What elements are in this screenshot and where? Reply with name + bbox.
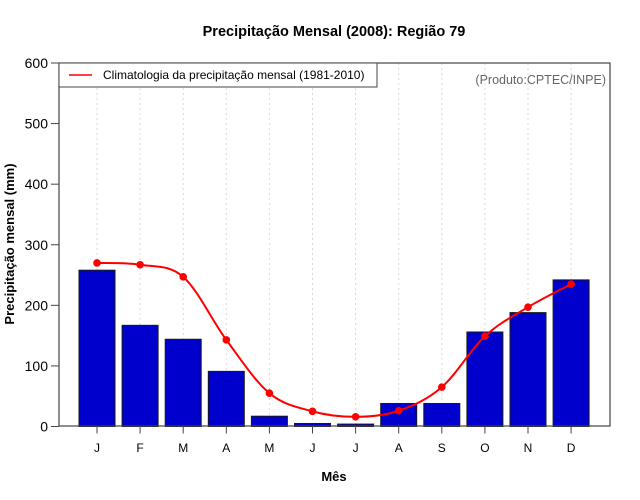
bar-8 (423, 402, 461, 427)
y-tick-label: 300 (25, 237, 49, 253)
x-tick-label: O (480, 441, 489, 455)
climatology-line (93, 259, 575, 421)
bar-9 (466, 331, 504, 427)
y-tick-label: 200 (25, 297, 49, 313)
climatology-point-8 (438, 383, 446, 391)
y-tick-label: 500 (25, 116, 49, 132)
legend-box (58, 62, 378, 88)
y-tick-label: 0 (40, 419, 48, 435)
x-tick-label: J (310, 441, 316, 455)
x-tick-label: A (222, 441, 230, 455)
bar-3 (207, 370, 245, 428)
climatology-point-10 (524, 303, 532, 311)
y-axis-label: Precipitação mensal (mm) (2, 163, 17, 324)
climatology-point-3 (222, 336, 231, 344)
climatology-point-5 (308, 407, 317, 416)
x-tick-label: S (438, 441, 446, 455)
bar-11 (552, 279, 590, 427)
bar-0 (78, 269, 116, 427)
bar-4 (250, 415, 288, 428)
climatology-point-6 (351, 413, 360, 421)
x-tick-label: D (567, 441, 576, 455)
climatology-point-9 (481, 332, 489, 341)
product-credit: (Produto:CPTEC/INPE) (475, 73, 606, 87)
climatology-point-11 (567, 280, 575, 288)
x-tick-label: F (136, 441, 143, 455)
climatology-point-4 (265, 389, 274, 397)
x-tick-label: A (395, 441, 403, 455)
climatology-point-1 (136, 260, 144, 269)
x-tick-label: J (353, 441, 359, 455)
y-tick-label: 400 (25, 176, 49, 192)
legend: Climatologia da precipitação mensal (198… (58, 62, 378, 88)
legend-entry-climatology: Climatologia da precipitação mensal (198… (103, 68, 364, 82)
grid-lines (96, 63, 572, 427)
bars (78, 269, 590, 428)
bar-1 (121, 324, 159, 427)
chart-title: Precipitação Mensal (2008): Região 79 (203, 24, 466, 40)
x-tick-label: M (264, 441, 274, 455)
x-tick-label: M (178, 441, 188, 455)
climatology-point-2 (179, 273, 187, 281)
y-axis: 0 100 200 300 400 500 600 (25, 55, 59, 435)
x-axis-label: Mês (321, 469, 346, 484)
bar-2 (164, 338, 202, 428)
y-tick-label: 600 (25, 55, 49, 71)
y-tick-label: 100 (25, 358, 49, 374)
x-tick-label: J (94, 441, 100, 455)
climatology-point-7 (394, 406, 403, 415)
bar-10 (509, 312, 547, 427)
x-tick-label: N (524, 441, 533, 455)
climatology-point-0 (93, 259, 101, 267)
